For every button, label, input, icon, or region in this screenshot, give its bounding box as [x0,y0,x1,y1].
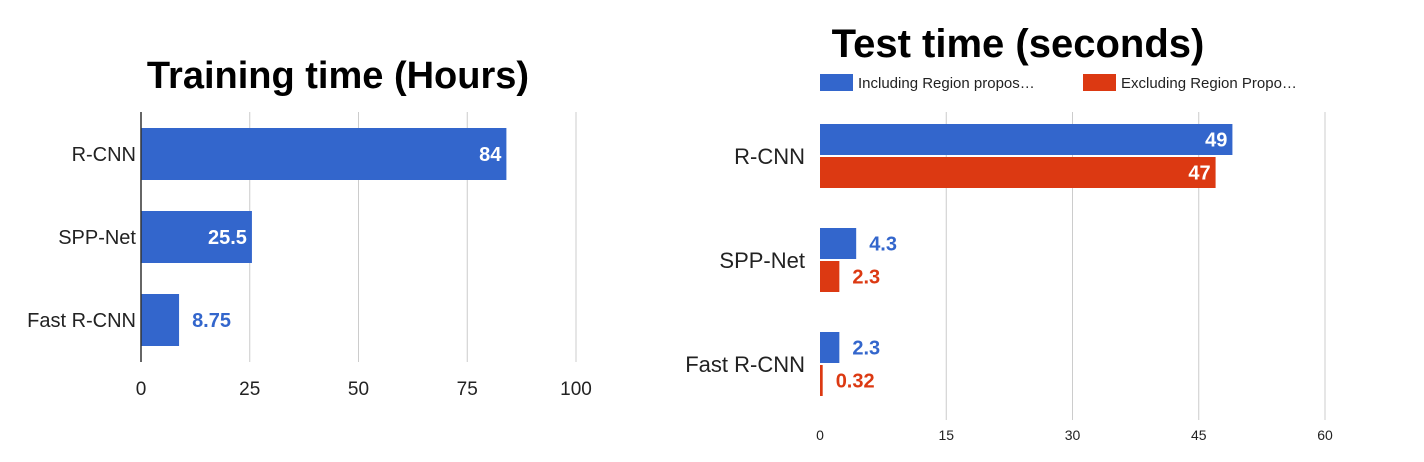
data-label: 84 [479,144,502,166]
category-label: R-CNN [734,144,805,169]
x-tick-label: 60 [1317,427,1333,443]
bar [820,261,840,292]
x-tick-label: 0 [136,379,147,400]
legend-label: Excluding Region Propo… [1121,75,1297,92]
category-label: R-CNN [72,144,136,166]
data-label: 49 [1205,130,1227,152]
bar [141,128,507,180]
x-tick-label: 45 [1191,427,1207,443]
chart-title: Test time (seconds) [832,22,1205,66]
data-label: 8.75 [192,310,231,332]
bar [820,124,1233,155]
x-tick-label: 25 [239,379,260,400]
category-label: Fast R-CNN [685,352,805,377]
legend-swatch [1083,74,1116,91]
x-tick-label: 100 [560,379,592,400]
bar [141,211,252,263]
x-tick-label: 75 [457,379,478,400]
data-label: 25.5 [208,227,247,249]
bar [141,294,180,346]
chart-title: Training time (Hours) [147,55,529,97]
training-time-chart: Training time (Hours) 0 25 50 75 100 R-CNN 84 SP… [27,55,592,400]
x-tick-label: 0 [816,427,824,443]
data-label: 2.3 [852,267,880,289]
x-tick-label: 50 [348,379,369,400]
test-time-chart: Test time (seconds) Including Region prop… [685,22,1333,443]
category-label: SPP-Net [58,227,136,249]
data-label: 4.3 [869,234,897,256]
x-tick-label: 15 [938,427,954,443]
bar [820,332,840,363]
data-label: 0.32 [836,371,875,393]
legend-swatch [820,74,853,91]
bar [820,365,823,396]
data-label: 2.3 [852,338,880,360]
legend-label: Including Region propos… [858,75,1035,92]
category-label: Fast R-CNN [27,310,136,332]
x-tick-label: 30 [1065,427,1081,443]
bar [820,157,1216,188]
data-label: 47 [1188,163,1210,185]
category-label: SPP-Net [719,248,805,273]
bar [820,228,857,259]
